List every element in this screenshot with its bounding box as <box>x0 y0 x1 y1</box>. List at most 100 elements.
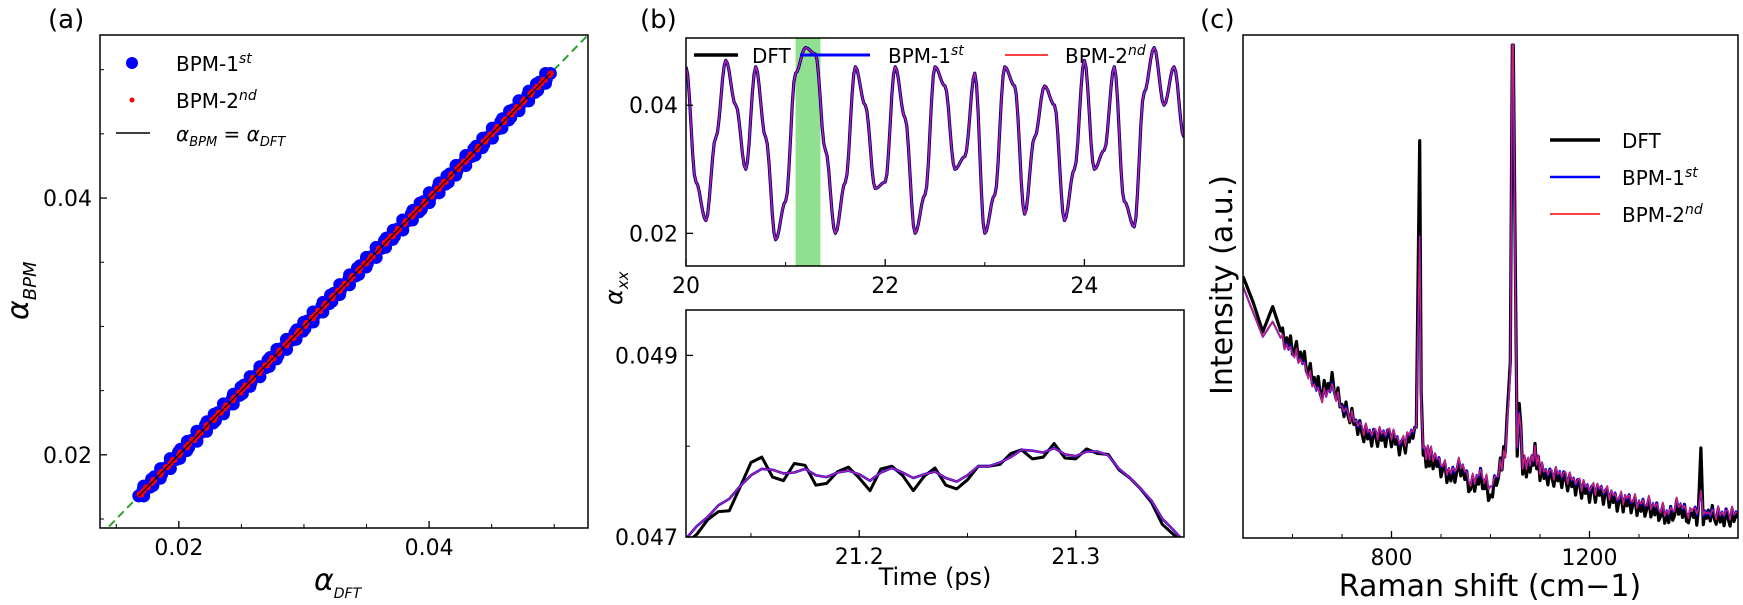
point-bpm2 <box>440 178 447 185</box>
point-bpm2 <box>249 374 256 381</box>
point-bpm2 <box>434 185 441 192</box>
point-bpm2 <box>268 355 275 362</box>
panel-b-bottom-xtick-label: 21.2 <box>835 545 884 570</box>
point-bpm2 <box>361 260 368 267</box>
panel-a-scatter: 0.02 0.04 0.02 0.04 BPM-1st BPM-2nd αBPM = αD… <box>1 34 589 602</box>
point-bpm2 <box>341 280 348 287</box>
point-bpm2 <box>368 253 375 260</box>
panel-b-top-xtick-label: 20 <box>672 274 700 299</box>
panel-b-bottom-ytick-label: 0.049 <box>615 344 678 369</box>
panel-c-ylabel: Intensity (a.u.) <box>1205 175 1240 395</box>
point-bpm2 <box>322 300 329 307</box>
point-bpm2 <box>204 421 211 428</box>
panel-b-xlabel: Time (ps) <box>878 563 992 591</box>
point-bpm2 <box>143 484 150 491</box>
panel-b-top-frame <box>685 37 1185 267</box>
panel-c-frame <box>1242 34 1739 539</box>
point-bpm2 <box>387 233 394 240</box>
point-bpm2 <box>475 143 482 150</box>
panel-b-top-ytick-label: 0.04 <box>629 94 678 119</box>
panel-b-top-ytick-label: 0.02 <box>629 222 678 247</box>
point-bpm2 <box>242 382 249 389</box>
panel-a-ytick-label: 0.04 <box>43 187 92 212</box>
series-zoom-BPM-2nd <box>686 447 1181 537</box>
point-bpm2 <box>467 151 474 158</box>
series-BPM-2nd <box>686 46 1184 241</box>
panel-a-legend: BPM-1st BPM-2nd αBPM = αDFT <box>116 51 286 150</box>
legend-label-bpm2: BPM-2nd <box>176 88 257 113</box>
series-DFT <box>686 45 1184 242</box>
panel-c-xlabel: Raman shift (cm−1) <box>1339 569 1641 604</box>
point-bpm2 <box>494 123 501 130</box>
panel-label-a: (a) <box>48 5 84 35</box>
series-zoom-BPM-1st <box>686 446 1182 537</box>
panel-b-top-xtick-label: 24 <box>1070 274 1098 299</box>
legend-label-ideal: αBPM = αDFT <box>176 122 286 150</box>
point-bpm2 <box>486 131 493 138</box>
point-bpm2 <box>295 327 302 334</box>
spectrum-BPM-2nd <box>1243 44 1738 521</box>
point-bpm2 <box>540 76 547 83</box>
panel-b-top-timeseries: 20 22 24 0.02 0.04 DFT BPM-1st BPM-2nd <box>629 37 1185 299</box>
point-bpm2 <box>533 83 540 90</box>
point-bpm2 <box>460 158 467 165</box>
panel-a-ytick-label: 0.02 <box>43 444 92 469</box>
point-bpm2 <box>169 456 176 463</box>
panel-a-xtick-label: 0.02 <box>154 536 203 561</box>
panel-c-legend: DFT BPM-1st BPM-2nd <box>1550 129 1703 227</box>
panel-a-xlabel: αDFT <box>314 563 363 602</box>
panel-b-bottom-ytick-label: 0.047 <box>615 526 678 551</box>
point-bpm2 <box>349 272 356 279</box>
point-bpm2 <box>189 436 196 443</box>
spectrum-BPM-1st <box>1243 44 1738 521</box>
series-BPM-1st <box>686 46 1184 241</box>
point-bpm2 <box>334 287 341 294</box>
legend-label-bpm1: BPM-1st <box>888 43 964 68</box>
legend-label-dft: DFT <box>1622 129 1662 153</box>
highlight-band <box>795 38 821 266</box>
point-bpm2 <box>303 319 310 326</box>
point-bpm2 <box>448 170 455 177</box>
point-bpm2 <box>520 96 527 103</box>
legend-marker-bpm1 <box>126 57 138 69</box>
point-bpm2 <box>375 245 382 252</box>
point-bpm2 <box>222 402 229 409</box>
panel-b-legend: DFT BPM-1st BPM-2nd <box>694 43 1146 68</box>
panel-a-ylabel: αBPM <box>1 261 41 320</box>
legend-label-dft: DFT <box>752 44 792 68</box>
point-bpm2 <box>421 198 428 205</box>
point-bpm2 <box>288 335 295 342</box>
point-bpm2 <box>394 225 401 232</box>
panel-b-top-xtick-label: 22 <box>871 274 899 299</box>
point-bpm2 <box>276 347 283 354</box>
panel-c-raman: 800 1200 DFT BPM-1st BPM-2nd Raman shift (c… <box>1205 34 1739 604</box>
spectrum-DFT <box>1243 43 1738 528</box>
panel-c-xtick-label: 1200 <box>1562 546 1618 571</box>
point-bpm2 <box>177 449 184 456</box>
panel-b-ylabel: αxx <box>600 271 632 305</box>
ideal-line <box>138 73 551 497</box>
point-bpm2 <box>315 307 322 314</box>
point-bpm2 <box>215 409 222 416</box>
point-bpm2 <box>513 104 520 111</box>
panel-c-xtick-label: 800 <box>1371 546 1413 571</box>
point-bpm2 <box>196 429 203 436</box>
legend-label-bpm2: BPM-2nd <box>1622 202 1703 227</box>
legend-label-bpm1: BPM-1st <box>176 51 252 76</box>
panel-b-bottom-frame <box>685 309 1185 538</box>
point-bpm2 <box>235 389 242 396</box>
legend-label-bpm1: BPM-1st <box>1622 165 1698 190</box>
legend-label-bpm2: BPM-2nd <box>1065 43 1146 68</box>
panel-label-b: (b) <box>640 5 677 35</box>
legend-marker-bpm2 <box>129 97 135 103</box>
point-bpm2 <box>150 476 157 483</box>
point-bpm2 <box>162 464 169 471</box>
panel-a-xtick-label: 0.04 <box>405 536 454 561</box>
point-bpm2 <box>262 362 269 369</box>
point-bpm2 <box>414 205 421 212</box>
panel-label-c: (c) <box>1200 5 1235 35</box>
panel-a-frame <box>99 34 589 529</box>
panel-b-bottom-zoom: 21.2 21.3 0.047 0.049 Time (ps) αxx <box>600 271 1185 591</box>
panel-b-bottom-xtick-label: 21.3 <box>1051 545 1100 570</box>
